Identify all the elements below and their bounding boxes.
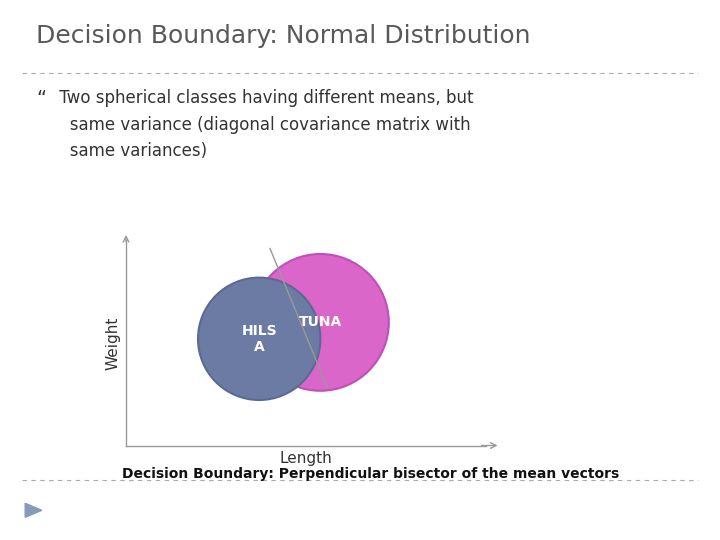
Polygon shape: [25, 503, 42, 517]
Text: HILS
A: HILS A: [241, 323, 277, 354]
Ellipse shape: [252, 254, 389, 391]
Text: Decision Boundary: Perpendicular bisector of the mean vectors: Decision Boundary: Perpendicular bisecto…: [122, 467, 620, 481]
Ellipse shape: [198, 278, 320, 400]
Y-axis label: Weight: Weight: [105, 316, 120, 369]
Text: Two spherical classes having different means, but
   same variance (diagonal cov: Two spherical classes having different m…: [54, 89, 474, 160]
Text: TUNA: TUNA: [299, 315, 342, 329]
Text: Decision Boundary: Normal Distribution: Decision Boundary: Normal Distribution: [36, 24, 531, 48]
Text: “: “: [36, 89, 46, 108]
X-axis label: Length: Length: [279, 451, 333, 466]
